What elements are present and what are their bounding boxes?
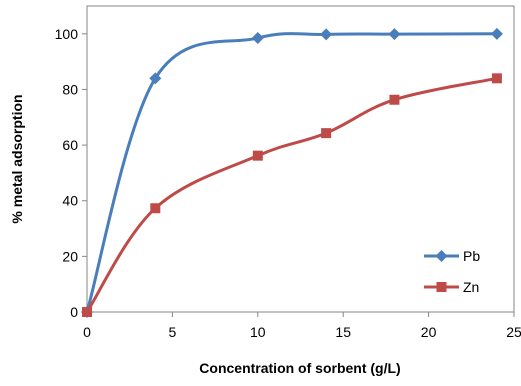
- y-axis: 0 20 40 60 80 100: [55, 26, 87, 320]
- y-tick-label: 80: [62, 81, 78, 97]
- x-tick-label: 10: [250, 324, 266, 340]
- plot-area: [86, 5, 515, 313]
- data-point-pb: [320, 28, 333, 41]
- legend-item-pb: Pb: [424, 248, 480, 264]
- legend-item-zn: Zn: [424, 279, 479, 295]
- x-axis: 0 5 10 15 20 25: [83, 312, 521, 340]
- x-tick-label: 15: [335, 324, 351, 340]
- data-point-zn: [389, 94, 400, 105]
- data-point-zn: [150, 203, 161, 214]
- y-tick-label: 0: [70, 304, 78, 320]
- series-zn: [82, 73, 502, 317]
- data-point-pb: [388, 28, 401, 41]
- series-line-zn: [85, 76, 498, 313]
- y-tick-label: 40: [62, 193, 78, 209]
- legend-label: Zn: [463, 279, 479, 295]
- series-layer: [81, 27, 503, 318]
- data-point-zn: [252, 150, 263, 161]
- y-axis-title: % metal adsorption: [9, 94, 25, 223]
- legend-marker: [435, 250, 448, 262]
- legend-label: Pb: [463, 248, 480, 264]
- x-axis-title: Concentration of sorbent (g/L): [199, 360, 400, 376]
- data-point-pb: [490, 27, 503, 40]
- y-tick-label: 100: [55, 26, 79, 42]
- x-tick-label: 20: [421, 324, 437, 340]
- legend-marker: [436, 282, 447, 292]
- x-tick-label: 25: [506, 324, 521, 340]
- y-tick-label: 60: [62, 137, 78, 153]
- data-point-zn: [491, 73, 502, 84]
- legend: Pb Zn: [424, 248, 480, 295]
- x-tick-label: 0: [83, 324, 91, 340]
- data-point-zn: [321, 128, 332, 139]
- y-tick-label: 20: [62, 248, 78, 264]
- x-tick-label: 5: [169, 324, 177, 340]
- data-point-zn: [82, 307, 92, 317]
- data-point-pb: [149, 72, 162, 85]
- data-point-pb: [251, 31, 264, 44]
